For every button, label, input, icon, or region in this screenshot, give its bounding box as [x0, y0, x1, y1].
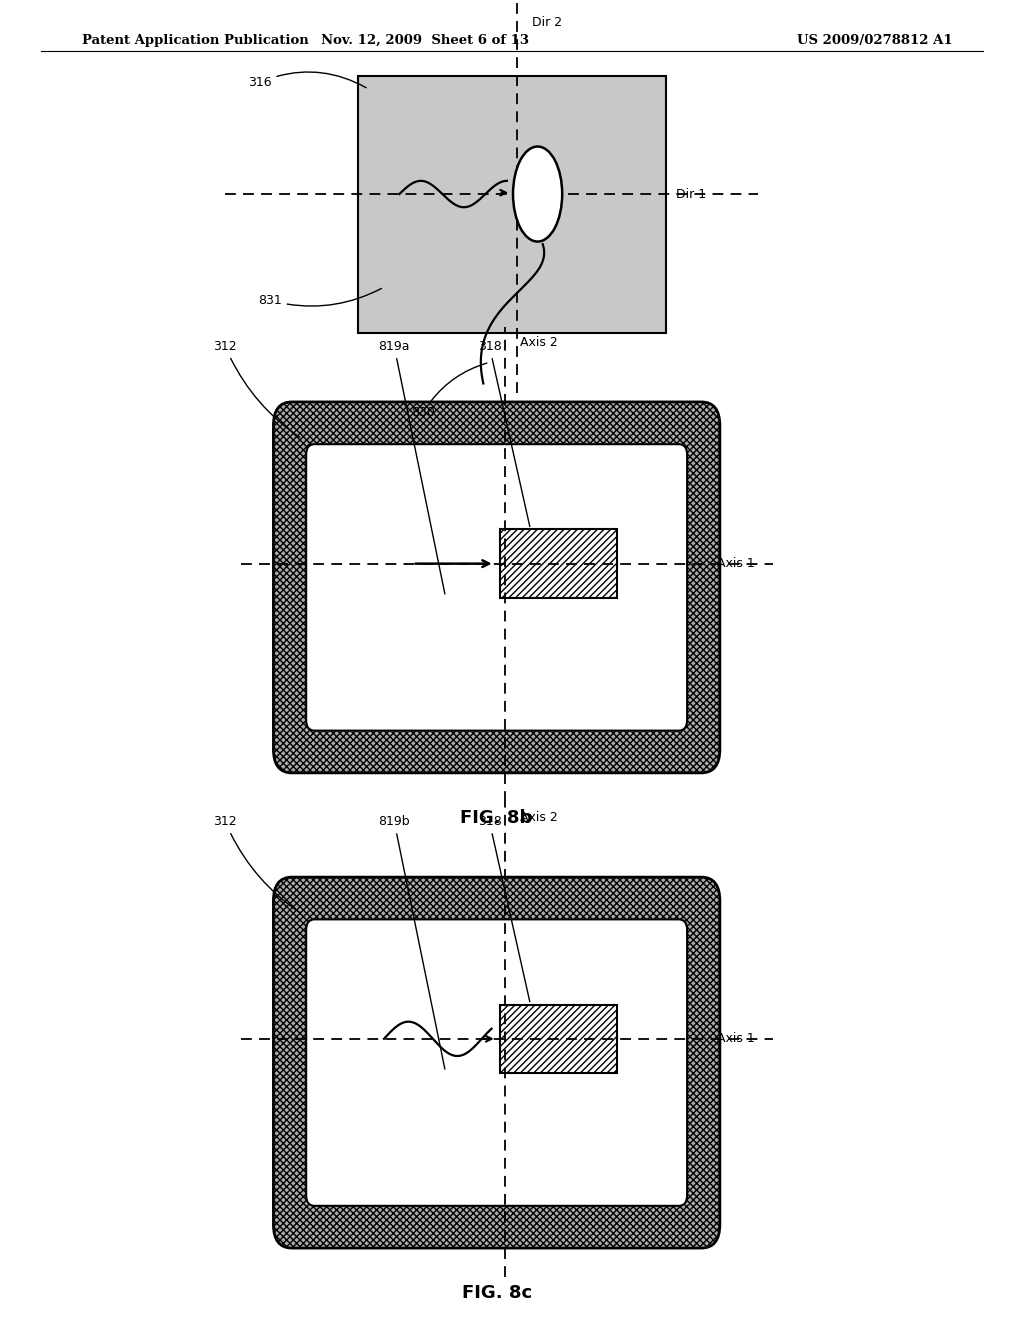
Text: Axis 1: Axis 1 [717, 557, 755, 570]
FancyBboxPatch shape [306, 919, 687, 1206]
FancyBboxPatch shape [273, 401, 720, 772]
Text: Axis 1: Axis 1 [717, 1032, 755, 1045]
FancyBboxPatch shape [306, 444, 687, 730]
Text: Axis 2: Axis 2 [520, 335, 558, 348]
Text: Dir 2: Dir 2 [532, 16, 562, 29]
Text: US 2009/0278812 A1: US 2009/0278812 A1 [797, 34, 952, 46]
Text: FIG. 8b: FIG. 8b [461, 809, 532, 826]
Text: 819b: 819b [379, 816, 444, 1069]
Bar [500, 1005, 617, 1073]
Text: Nov. 12, 2009  Sheet 6 of 13: Nov. 12, 2009 Sheet 6 of 13 [321, 34, 529, 46]
Text: FIG. 8a: FIG. 8a [476, 444, 548, 461]
Text: Patent Application Publication: Patent Application Publication [82, 34, 308, 46]
Bar [358, 77, 666, 334]
Ellipse shape [513, 147, 562, 242]
Text: Dir 1: Dir 1 [676, 187, 706, 201]
Text: 819a: 819a [379, 341, 444, 594]
Text: 312: 312 [213, 341, 300, 437]
FancyBboxPatch shape [273, 878, 720, 1249]
Text: 831: 831 [258, 288, 382, 306]
Text: Axis 2: Axis 2 [520, 810, 558, 824]
Text: 312: 312 [213, 816, 300, 912]
Text: 318: 318 [477, 816, 529, 1002]
Text: 316: 316 [248, 73, 367, 88]
Text: FIG. 8c: FIG. 8c [462, 1284, 531, 1302]
Text: 318: 318 [477, 341, 529, 527]
Text: 830: 830 [412, 363, 486, 418]
Bar [500, 529, 617, 598]
